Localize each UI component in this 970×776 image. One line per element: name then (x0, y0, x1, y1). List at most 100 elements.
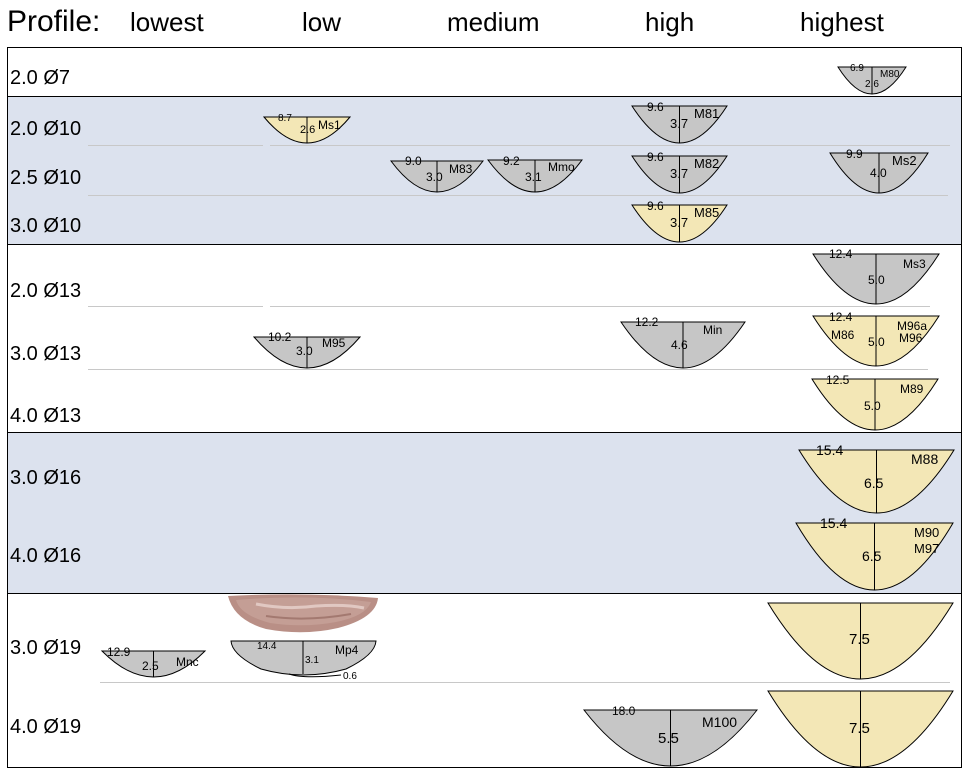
lens-label: Ms1 (318, 118, 341, 132)
diameter-value: 6.9 (850, 63, 864, 74)
row-separator (88, 306, 263, 307)
row-separator (88, 195, 948, 196)
band-diameter-19 (7, 593, 962, 768)
band-diameter-10 (7, 96, 962, 245)
depth-value: 5.0 (868, 273, 885, 287)
lens-label: Mp4 (335, 643, 359, 657)
lens-min: 12.2 Min 4.6 (620, 315, 746, 369)
lens-m80: 6.9 M80 2.6 (837, 63, 907, 95)
lens-label: M96a (897, 319, 927, 333)
row-label: 4.0 Ø13 (10, 405, 82, 427)
column-header-high: high (645, 7, 695, 37)
lens-label: M82 (694, 156, 719, 171)
depth-value: 7.5 (849, 720, 870, 737)
row-separator (88, 369, 928, 370)
lens-label: M96 (899, 331, 923, 345)
row-label: 3.0 Ø13 (10, 343, 82, 365)
lens-mnc: 12.9 Mnc 2.5 (100, 645, 207, 678)
lens-ms3: 12.4 Ms3 5.0 (812, 247, 940, 305)
diameter-value: 15.4 (820, 515, 847, 531)
lens-label: M100 (702, 714, 737, 730)
band-diameter-7 (7, 47, 962, 97)
lens-m83: 9.0 M83 3.0 (390, 154, 484, 193)
column-header-lowest: lowest (130, 7, 204, 37)
depth-value: 4.6 (671, 338, 688, 352)
depth-value: 6.5 (864, 475, 884, 491)
lens-label: Min (703, 323, 722, 337)
lens-label: M80 (880, 69, 900, 80)
depth-value: 5.0 (864, 399, 881, 413)
row-separator (270, 145, 950, 146)
lens-m90: 15.4 M90 M97 6.5 (795, 515, 954, 591)
row-label: 2.0 Ø10 (10, 118, 82, 140)
lens-label: M81 (694, 106, 719, 121)
depth-value: 3.1 (305, 655, 319, 666)
lens-m89: 12.5 M89 5.0 (811, 373, 939, 431)
depth-value: 3.0 (296, 344, 313, 358)
diameter-value: 12.5 (826, 373, 850, 387)
lens-label: M86 (831, 328, 855, 342)
depth-value: 6.5 (862, 548, 882, 564)
thickness-value: 0.6 (343, 671, 357, 682)
lens-label: M90 (914, 525, 939, 540)
diameter-value: 9.0 (405, 154, 422, 168)
lens-m95: 10.2 M95 3.0 (252, 330, 362, 369)
depth-value: 7.5 (849, 631, 870, 648)
column-header-medium: medium (447, 7, 540, 37)
lens-label: M83 (449, 162, 473, 176)
lens-label: M85 (694, 205, 719, 220)
diameter-value: 12.4 (829, 247, 853, 261)
row-separator (100, 682, 950, 683)
depth-value: 2.6 (865, 79, 879, 90)
row-label: 3.0 Ø10 (10, 215, 82, 237)
depth-value: 2.6 (300, 124, 315, 136)
diameter-value: 12.2 (635, 315, 659, 329)
lens-label: M89 (900, 382, 924, 396)
diameter-value: 14.4 (257, 641, 277, 652)
diameter-value: 12.4 (829, 310, 853, 324)
depth-value: 5.0 (868, 335, 885, 349)
depth-value: 4.0 (870, 166, 887, 180)
lens-large-upper: 7.5 (767, 602, 954, 680)
diameter-value: 9.6 (647, 100, 664, 114)
profile-header: Profile: (7, 5, 101, 38)
row-separator (88, 145, 263, 146)
row-label: 4.0 Ø16 (10, 545, 82, 567)
lens-label: Ms2 (892, 153, 917, 168)
lens-label: M97 (914, 541, 939, 556)
depth-value: 3.7 (670, 215, 688, 230)
lens-m82: 9.6 M82 3.7 (631, 150, 728, 194)
depth-value: 3.1 (525, 170, 542, 184)
lens-mp4: 14.4 Mp4 3.1 0.6 (230, 640, 377, 682)
column-header-highest: highest (800, 7, 884, 37)
lens-label: Mnc (176, 655, 199, 669)
lens-m88: 15.4 M88 6.5 (798, 442, 955, 514)
column-header-low: low (302, 7, 342, 37)
lens-label: M88 (911, 451, 938, 467)
depth-value: 5.5 (658, 730, 679, 747)
lens-m85: 9.6 M85 3.7 (631, 199, 728, 243)
lens-ms1: 8.7 Ms1 2.6 (262, 113, 352, 144)
lens-m81: 9.6 M81 3.7 (631, 100, 728, 144)
diameter-value: 10.2 (268, 330, 292, 344)
row-label: 2.0 Ø7 (10, 67, 71, 89)
diameter-value: 9.9 (846, 147, 863, 161)
diameter-value: 15.4 (816, 442, 843, 458)
diameter-value: 9.6 (647, 150, 664, 164)
diameter-value: 9.6 (647, 199, 664, 213)
diameter-value: 18.0 (612, 704, 636, 718)
lens-ms2: 9.9 Ms2 4.0 (829, 147, 929, 194)
diameter-value: 9.2 (503, 154, 520, 168)
lens-photo-image (228, 594, 378, 633)
row-label: 3.0 Ø19 (10, 637, 82, 659)
diameter-value: 8.7 (278, 113, 292, 124)
row-separator (270, 306, 930, 307)
depth-value: 3.7 (670, 166, 688, 181)
lens-mmo: 9.2 Mmo 3.1 (487, 154, 583, 193)
depth-value: 2.5 (142, 659, 159, 673)
row-label: 4.0 Ø19 (10, 716, 82, 738)
row-label: 2.0 Ø13 (10, 280, 82, 302)
depth-value: 3.0 (426, 170, 443, 184)
lens-label: M95 (322, 336, 346, 350)
depth-value: 3.7 (670, 116, 688, 131)
